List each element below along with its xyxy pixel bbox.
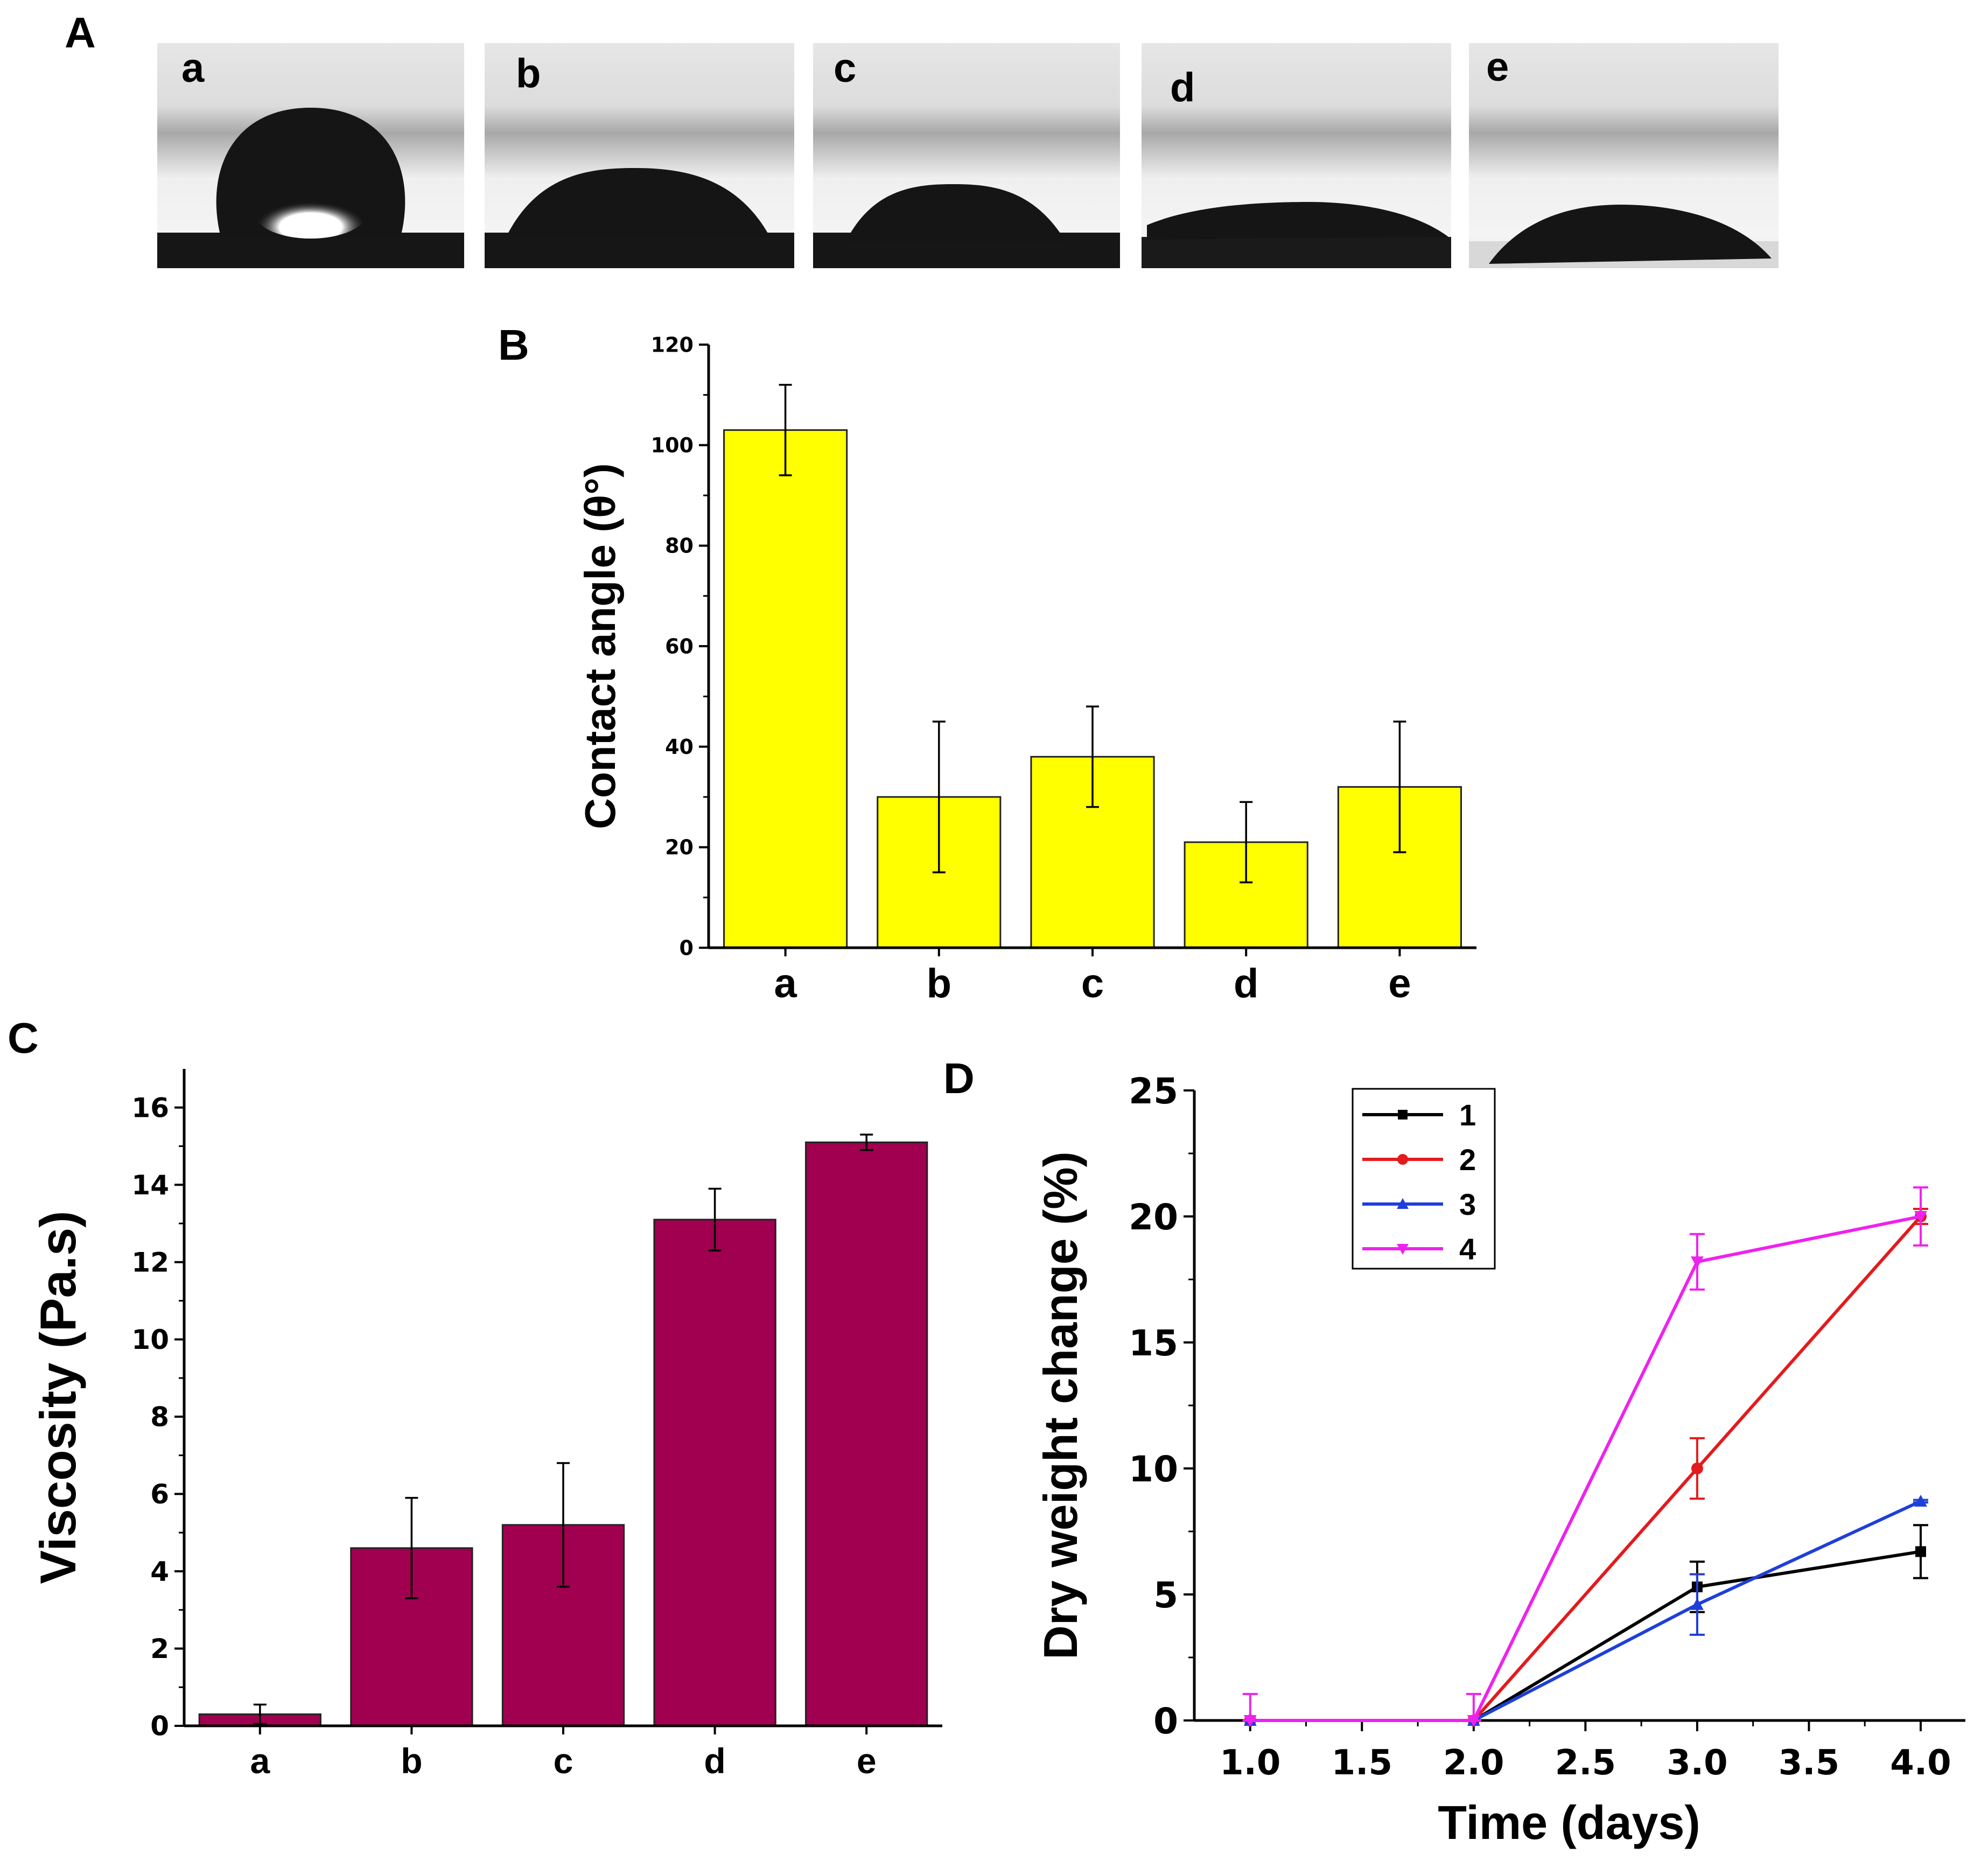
- series-line-4: [1250, 1215, 1921, 1722]
- series-point-3: [1690, 1598, 1704, 1610]
- panel-b-chart: a b c d e 0 20 40 60 80 100 120 Contact angle (θ°): [576, 333, 1476, 1006]
- series-point-4: [1914, 1211, 1927, 1223]
- legend-label-1: 1: [1459, 1098, 1476, 1132]
- chart0-x-tick-label: c: [1081, 961, 1104, 1006]
- chart1-x-tick-label: a: [250, 1741, 270, 1781]
- panel-d-chart: 0 5 10 15 20 25 1.0 1.5 2.0 2.5 3.0 3.5 4.0 Time (day…: [1034, 1071, 1965, 1849]
- chart0-bar-a: [723, 429, 848, 949]
- chart2-y-axis-title: Dry weight change (%): [1034, 1151, 1087, 1660]
- chart0-y-axis-title: Contact angle (θ°): [576, 463, 624, 829]
- chart1-x-tick-label: d: [704, 1741, 725, 1781]
- chart2-x-tick-label: 3.0: [1667, 1743, 1727, 1783]
- series-point-4: [1690, 1256, 1704, 1269]
- chart2-y-tick-label: 5: [1153, 1575, 1178, 1616]
- chart0-y-tick-label: 120: [651, 333, 694, 356]
- photo-label-c: c: [834, 45, 856, 91]
- series-line-1: [1250, 1550, 1921, 1722]
- chart1-x-tick-label: c: [554, 1741, 573, 1781]
- chart0-y-tick-label: 60: [665, 634, 694, 658]
- legend-marker-1: [1398, 1110, 1408, 1120]
- chart1-y-tick-label: 2: [150, 1633, 169, 1664]
- chart1-y-tick-label: 0: [150, 1711, 169, 1742]
- chart1-y-tick-label: 8: [150, 1401, 169, 1432]
- chart2-y-tick-label: 25: [1129, 1071, 1178, 1112]
- panel-a-photos: a b c d e: [157, 43, 1779, 268]
- chart2-y-tick-label: 10: [1129, 1449, 1178, 1490]
- photo-d: d: [1142, 43, 1451, 268]
- photo-a: a: [157, 43, 464, 268]
- photo-label-a: a: [181, 45, 205, 91]
- panel-letter-c: C: [8, 1014, 39, 1062]
- series-point-3: [1914, 1494, 1927, 1507]
- photo-label-d: d: [1170, 65, 1195, 110]
- series-point-2: [1691, 1463, 1703, 1474]
- chart1-bar-d: [653, 1219, 776, 1727]
- chart2-x-tick-label: 2.0: [1443, 1743, 1504, 1783]
- chart0-y-tick-label: 100: [651, 433, 694, 457]
- series-point-4: [1467, 1715, 1480, 1727]
- chart2-x-tick-label: 1.5: [1332, 1743, 1392, 1783]
- legend-marker-2: [1397, 1154, 1408, 1165]
- photo-b: b: [485, 43, 794, 268]
- chart1-y-tick-label: 4: [150, 1556, 169, 1587]
- legend-box: [1352, 1088, 1496, 1270]
- chart1-x-tick-label: b: [401, 1741, 422, 1781]
- chart0-y-tick-label: 40: [665, 735, 694, 759]
- chart1-y-axis-title: Viscosity (Pa.s): [30, 1211, 86, 1584]
- photo-label-b: b: [516, 51, 541, 96]
- chart2-legend: 1 2 3 4: [1352, 1088, 1496, 1270]
- chart2-y-tick-label: 15: [1129, 1323, 1178, 1364]
- chart2-x-axis-title: Time (days): [1438, 1796, 1700, 1849]
- chart2-x-tick-label: 3.5: [1779, 1743, 1839, 1783]
- chart1-y-tick-label: 14: [131, 1170, 169, 1201]
- chart1-y-tick-label: 10: [131, 1324, 169, 1355]
- chart1-y-tick-label: 16: [131, 1092, 169, 1123]
- series-point-4: [1243, 1715, 1257, 1727]
- legend-label-4: 4: [1459, 1232, 1476, 1266]
- chart1-bar-e: [805, 1141, 928, 1727]
- legend-label-2: 2: [1459, 1143, 1476, 1177]
- chart2-x-tick-label: 4.0: [1890, 1743, 1951, 1783]
- chart2-y-tick-label: 0: [1153, 1701, 1178, 1742]
- photo-c: c: [813, 43, 1120, 268]
- chart2-x-tick-label: 2.5: [1555, 1743, 1616, 1783]
- photo-label-e: e: [1486, 44, 1509, 90]
- chart0-x-tick-label: e: [1388, 961, 1411, 1006]
- chart2-y-tick-label: 20: [1129, 1197, 1178, 1238]
- panel-c-chart: a b c d e 0 2 4 6 8 10 12 14 16 Viscosity (Pa.s): [30, 1069, 942, 1781]
- chart0-x-tick-label: b: [927, 961, 951, 1006]
- chart0-y-tick-label: 0: [680, 936, 694, 960]
- chart0-y-tick-label: 80: [665, 534, 694, 558]
- chart2-x-tick-label: 1.0: [1220, 1743, 1280, 1783]
- series-point-1: [1915, 1546, 1926, 1557]
- chart1-y-tick-label: 12: [131, 1247, 169, 1278]
- panel-letter-d: D: [943, 1054, 975, 1102]
- chart1-y-tick-label: 6: [150, 1479, 169, 1510]
- series-line-3: [1250, 1500, 1922, 1722]
- chart0-y-tick-label: 20: [665, 836, 694, 859]
- photo-e: e: [1469, 43, 1779, 268]
- legend-marker-4: [1397, 1244, 1409, 1255]
- chart0-x-tick-label: a: [774, 961, 797, 1006]
- chart0-x-tick-label: d: [1234, 961, 1258, 1006]
- panel-letter-a: A: [65, 9, 96, 57]
- legend-label-3: 3: [1459, 1187, 1476, 1221]
- series-line-2: [1250, 1215, 1922, 1722]
- panel-letter-b: B: [498, 321, 529, 369]
- legend-marker-3: [1397, 1198, 1409, 1209]
- chart1-x-tick-label: e: [857, 1741, 877, 1781]
